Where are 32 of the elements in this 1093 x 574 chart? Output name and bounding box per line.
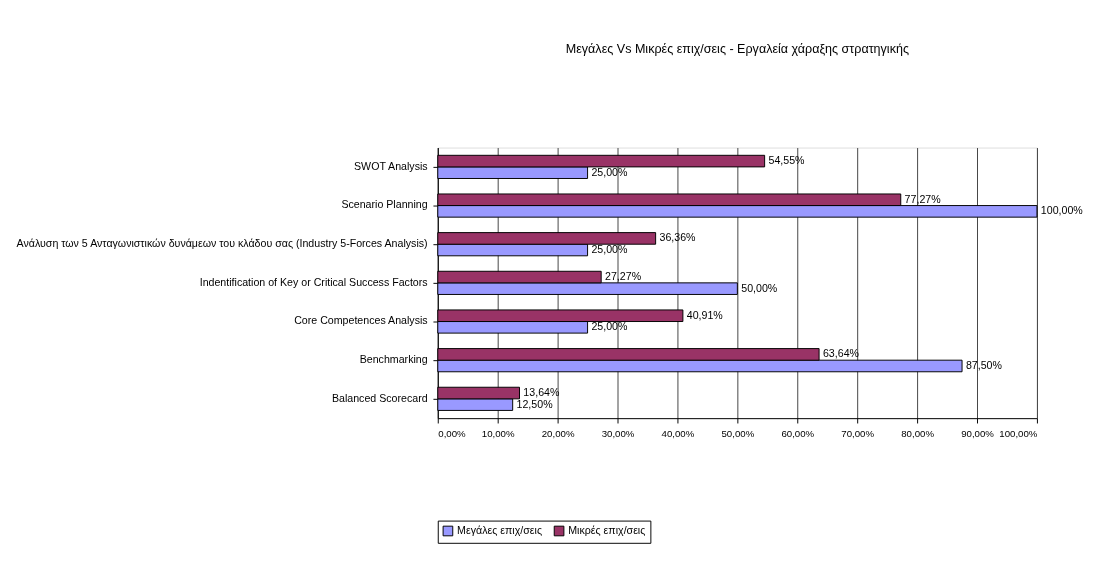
data-label: 50,00% — [741, 281, 778, 294]
data-label: 27,27% — [605, 269, 642, 282]
chart-title: Μεγάλες Vs Μικρές επιχ/σεις - Εργαλεία χάραξης στρατηγικής — [565, 41, 909, 56]
y-tick-label: Balanced Scorecard — [331, 391, 428, 404]
y-tick-label: SWOT Analysis — [354, 159, 428, 172]
data-label: 25,00% — [591, 320, 629, 333]
data-label: 25,00% — [591, 242, 629, 255]
data-label: 100,00% — [1040, 204, 1084, 217]
x-tick-label: 100,00% — [999, 428, 1038, 440]
x-tick-label: 0,00% — [438, 428, 467, 440]
x-tick-label: 50,00% — [721, 428, 755, 440]
data-label: 40,91% — [686, 308, 724, 321]
data-label: 54,55% — [768, 154, 806, 166]
legend-label: Μικρές επιχ/σεις — [568, 523, 646, 536]
x-tick-label: 90,00% — [961, 428, 995, 440]
y-tick-label: Core Competences Analysis — [294, 314, 428, 327]
data-label: 25,00% — [591, 165, 629, 178]
data-label: 36,36% — [659, 231, 697, 244]
x-tick-label: 20,00% — [541, 428, 575, 440]
y-tick-label: Indentification of Key or Critical Success Factors — [199, 275, 428, 288]
legend-label: Μεγάλες επιχ/σεις — [457, 523, 543, 536]
data-label: 12,50% — [516, 397, 554, 410]
y-tick-label: Benchmarking — [359, 353, 428, 366]
y-tick-label: Scenario Planning — [341, 198, 428, 211]
x-tick-label: 30,00% — [601, 428, 635, 440]
x-tick-label: 80,00% — [901, 428, 935, 440]
x-tick-label: 10,00% — [481, 428, 515, 440]
x-tick-label: 70,00% — [841, 428, 875, 440]
y-tick-label: Ανάλυση των 5 Ανταγωνιστικών δυνάμεων του κλάδου σας (Industry 5-Forces Analysis) — [16, 237, 428, 250]
x-tick-label: 40,00% — [661, 428, 695, 440]
x-tick-label: 60,00% — [781, 428, 815, 440]
data-label: 13,64% — [523, 385, 560, 398]
